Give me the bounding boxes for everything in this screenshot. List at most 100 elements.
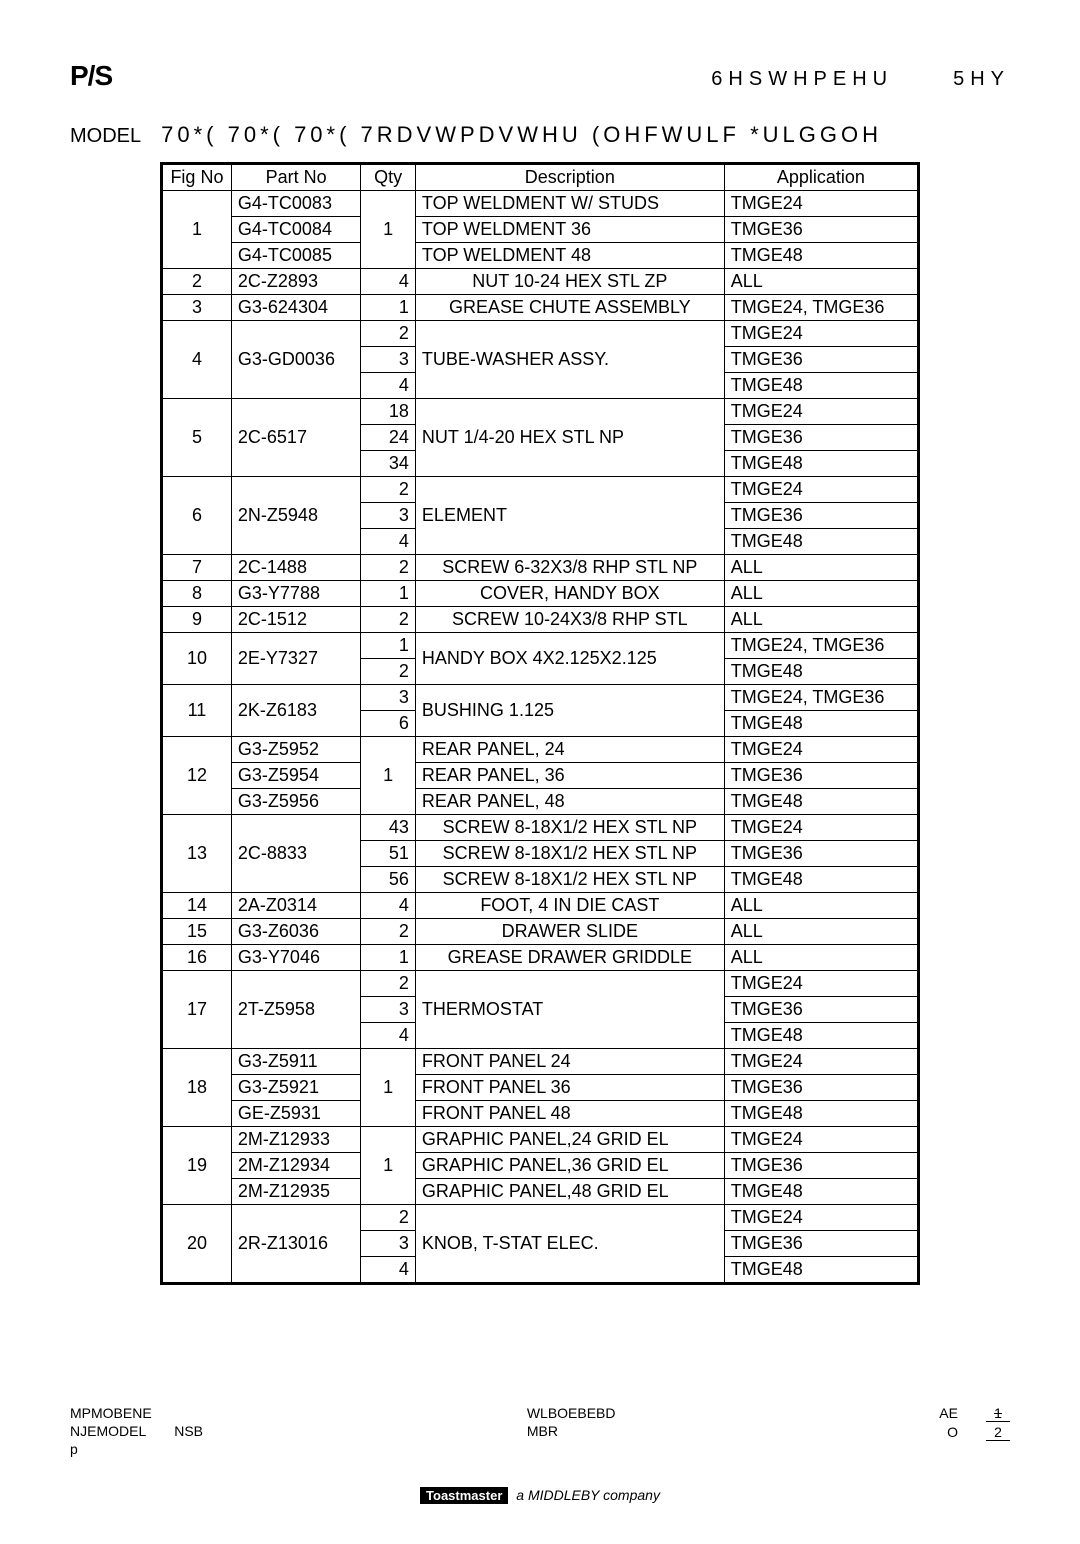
cell-qty: 2 <box>361 919 416 945</box>
cell-fig: 3 <box>162 295 232 321</box>
table-row: 2M-Z12935GRAPHIC PANEL,48 GRID ELTMGE48 <box>162 1179 919 1205</box>
col-part: Part No <box>231 164 360 191</box>
cell-app: TMGE36 <box>724 1075 918 1101</box>
table-row: 2M-Z12934GRAPHIC PANEL,36 GRID ELTMGE36 <box>162 1153 919 1179</box>
cell-app: TMGE48 <box>724 451 918 477</box>
col-fig: Fig No <box>162 164 232 191</box>
cell-app: TMGE36 <box>724 503 918 529</box>
cell-qty: 34 <box>361 451 416 477</box>
cell-part: 2N-Z5948 <box>231 477 360 555</box>
cell-desc: FRONT PANEL 36 <box>415 1075 724 1101</box>
cell-app: TMGE48 <box>724 529 918 555</box>
cell-app: TMGE48 <box>724 659 918 685</box>
cell-part: G3-Z5911 <box>231 1049 360 1075</box>
cell-desc: GRAPHIC PANEL,24 GRID EL <box>415 1127 724 1153</box>
cell-qty: 4 <box>361 1023 416 1049</box>
brand-tag: a MIDDLEBY company <box>516 1487 660 1503</box>
cell-fig: 10 <box>162 633 232 685</box>
cell-fig: 1 <box>162 191 232 269</box>
cell-app: ALL <box>724 555 918 581</box>
table-row: G3-Z5954REAR PANEL, 36TMGE36 <box>162 763 919 789</box>
cell-qty: 51 <box>361 841 416 867</box>
cell-desc: REAR PANEL, 36 <box>415 763 724 789</box>
cell-app: TMGE24, TMGE36 <box>724 685 918 711</box>
cell-qty: 4 <box>361 1257 416 1284</box>
cell-fig: 7 <box>162 555 232 581</box>
cell-fig: 5 <box>162 399 232 477</box>
cell-qty: 1 <box>361 633 416 659</box>
cell-qty: 3 <box>361 1231 416 1257</box>
table-row: 112K-Z61833BUSHING 1.125TMGE24, TMGE36 <box>162 685 919 711</box>
cell-part: G4-TC0085 <box>231 243 360 269</box>
cell-app: ALL <box>724 893 918 919</box>
cell-qty: 56 <box>361 867 416 893</box>
table-row: 1G4-TC00831TOP WELDMENT W/ STUDSTMGE24 <box>162 191 919 217</box>
cell-qty: 2 <box>361 971 416 997</box>
cell-qty: 1 <box>361 191 416 269</box>
cell-qty: 3 <box>361 347 416 373</box>
table-row: 52C-651718NUT 1/4-20 HEX STL NPTMGE24 <box>162 399 919 425</box>
header-date: 6HSWHPEHU <box>711 68 893 91</box>
col-app: Application <box>724 164 918 191</box>
table-row: 4G3-GD00362TUBE-WASHER ASSY.TMGE24 <box>162 321 919 347</box>
table-row: 16G3-Y70461GREASE DRAWER GRIDDLEALL <box>162 945 919 971</box>
brand-footer: Toastmaster a MIDDLEBY company <box>70 1487 1010 1504</box>
cell-part: G3-Z5952 <box>231 737 360 763</box>
cell-desc: TOP WELDMENT W/ STUDS <box>415 191 724 217</box>
page-footer: MPMOBENE NJEMODEL NSB p WLBOEBEBD MBR AE… <box>70 1405 1010 1457</box>
cell-app: TMGE36 <box>724 217 918 243</box>
footer-r1-label: AE <box>939 1405 958 1421</box>
cell-app: ALL <box>724 269 918 295</box>
cell-part: 2C-Z2893 <box>231 269 360 295</box>
cell-desc: FRONT PANEL 48 <box>415 1101 724 1127</box>
logo-text: P/S <box>70 60 112 92</box>
table-row: G3-Z5956REAR PANEL, 48TMGE48 <box>162 789 919 815</box>
cell-app: TMGE36 <box>724 763 918 789</box>
cell-fig: 20 <box>162 1205 232 1284</box>
header-rev: 5HY <box>953 68 1010 91</box>
cell-app: TMGE48 <box>724 867 918 893</box>
cell-app: TMGE48 <box>724 373 918 399</box>
cell-app: ALL <box>724 919 918 945</box>
table-row: 72C-14882SCREW 6-32X3/8 RHP STL NPALL <box>162 555 919 581</box>
cell-desc: ELEMENT <box>415 477 724 555</box>
cell-app: TMGE48 <box>724 789 918 815</box>
cell-app: TMGE48 <box>724 1023 918 1049</box>
table-row: 132C-883343SCREW 8-18X1/2 HEX STL NPTMGE… <box>162 815 919 841</box>
cell-part: G4-TC0084 <box>231 217 360 243</box>
cell-qty: 43 <box>361 815 416 841</box>
cell-app: TMGE48 <box>724 243 918 269</box>
cell-app: TMGE24 <box>724 971 918 997</box>
cell-app: TMGE48 <box>724 711 918 737</box>
cell-qty: 1 <box>361 737 416 815</box>
cell-desc: GRAPHIC PANEL,36 GRID EL <box>415 1153 724 1179</box>
cell-part: 2T-Z5958 <box>231 971 360 1049</box>
cell-desc: SCREW 8-18X1/2 HEX STL NP <box>415 841 724 867</box>
cell-qty: 2 <box>361 659 416 685</box>
cell-app: TMGE36 <box>724 347 918 373</box>
col-desc: Description <box>415 164 724 191</box>
cell-fig: 14 <box>162 893 232 919</box>
cell-fig: 8 <box>162 581 232 607</box>
table-row: 3G3-6243041GREASE CHUTE ASSEMBLYTMGE24, … <box>162 295 919 321</box>
cell-part: 2M-Z12933 <box>231 1127 360 1153</box>
cell-desc: GRAPHIC PANEL,48 GRID EL <box>415 1179 724 1205</box>
table-row: 102E-Y73271HANDY BOX 4X2.125X2.125TMGE24… <box>162 633 919 659</box>
cell-qty: 1 <box>361 1127 416 1205</box>
cell-part: 2C-6517 <box>231 399 360 477</box>
table-row: 22C-Z28934NUT 10-24 HEX STL ZPALL <box>162 269 919 295</box>
col-qty: Qty <box>361 164 416 191</box>
cell-part: GE-Z5931 <box>231 1101 360 1127</box>
cell-fig: 13 <box>162 815 232 893</box>
cell-qty: 2 <box>361 607 416 633</box>
cell-fig: 15 <box>162 919 232 945</box>
cell-desc: NUT 10-24 HEX STL ZP <box>415 269 724 295</box>
cell-app: ALL <box>724 607 918 633</box>
cell-app: TMGE24 <box>724 1127 918 1153</box>
cell-desc: COVER, HANDY BOX <box>415 581 724 607</box>
cell-part: G3-Y7046 <box>231 945 360 971</box>
table-row: 62N-Z59482ELEMENTTMGE24 <box>162 477 919 503</box>
table-row: G3-Z5921FRONT PANEL 36TMGE36 <box>162 1075 919 1101</box>
table-row: 8G3-Y77881COVER, HANDY BOXALL <box>162 581 919 607</box>
table-row: GE-Z5931FRONT PANEL 48TMGE48 <box>162 1101 919 1127</box>
